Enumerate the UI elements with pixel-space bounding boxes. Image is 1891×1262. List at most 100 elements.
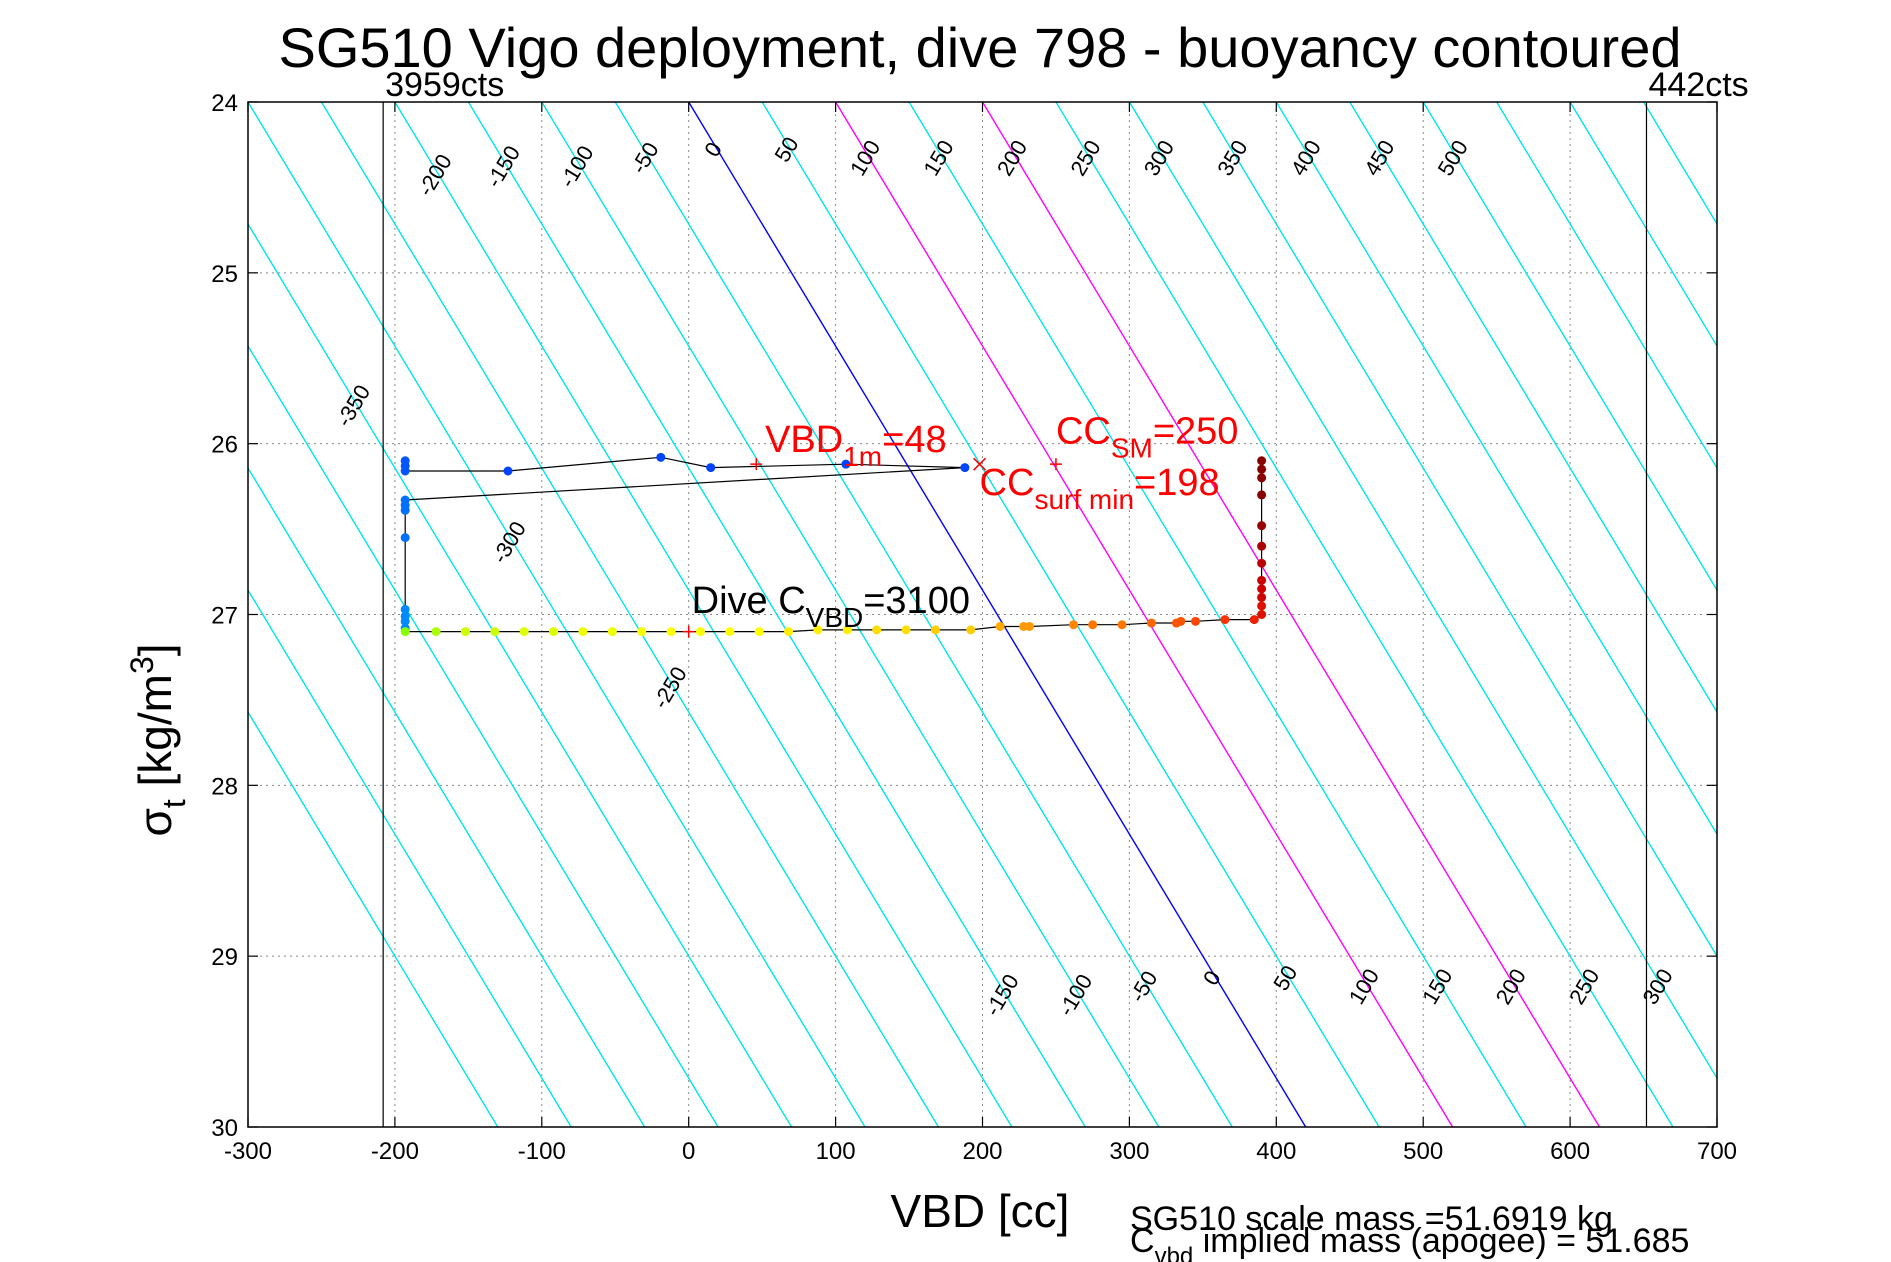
reference-markers (682, 457, 1062, 638)
plus-marker (682, 625, 695, 638)
annotation: CCSM=250 (1056, 411, 1238, 464)
contour-line (1569, 102, 1717, 348)
trajectory-point (1257, 521, 1267, 531)
trajectory-point (1176, 616, 1186, 626)
footer-implied-sub: vbd (1155, 1243, 1194, 1262)
contour-line (320, 102, 940, 1127)
x-tick-label: 200 (962, 1138, 1002, 1165)
y-tick-label: 28 (211, 773, 238, 800)
annotation-value: =3100 (863, 580, 970, 622)
contour-line (248, 710, 499, 1127)
y-axis-label-text: σt [kg/m3] (124, 643, 192, 836)
trajectory-point (490, 627, 500, 637)
annotation-sub: SM (1111, 433, 1153, 464)
trajectory-point (400, 616, 410, 626)
contour-line (761, 102, 1380, 1127)
y-tick-label: 30 (211, 1115, 238, 1142)
annotation-main: CC (980, 462, 1035, 504)
trajectory-point (519, 627, 529, 637)
contour-line (541, 102, 1160, 1127)
footer-scale-mass: SG510 scale mass =51.6919 kg (1130, 1200, 1613, 1238)
trajectory-point (656, 452, 666, 462)
vbd-limit-lines: 3959cts 442cts (382, 66, 1749, 1127)
footer-implied-c: C (1130, 1222, 1155, 1260)
trajectory-point (1257, 592, 1267, 602)
trajectory-point (666, 627, 676, 637)
trajectory-point (1257, 541, 1267, 551)
trajectory-point (1117, 620, 1127, 630)
plus-marker (1049, 458, 1062, 471)
trajectory-point (1191, 616, 1201, 626)
annotation-value: =250 (1153, 411, 1239, 453)
trajectory-point (400, 466, 410, 476)
x-tick-label: -200 (371, 1138, 419, 1165)
contour-line (467, 102, 1086, 1127)
trajectory-point (1069, 620, 1079, 630)
contour-line (688, 102, 1307, 1127)
annotation-main: Dive C (692, 580, 806, 622)
vbd-limit-label: 3959cts (385, 66, 504, 104)
annotation-sub: VBD (806, 602, 864, 633)
trajectory-point (1257, 610, 1267, 619)
trajectory-point (400, 505, 410, 515)
trajectory-point (872, 625, 882, 635)
trajectory-point (400, 533, 410, 543)
x-tick-label: 700 (1697, 1138, 1737, 1165)
trajectory-point (549, 627, 559, 637)
x-marker (973, 457, 987, 471)
trajectory-point (706, 463, 716, 473)
y-tick-label: 25 (211, 261, 238, 288)
annotation: Dive CVBD=3100 (692, 580, 970, 633)
contour-line (1275, 102, 1717, 836)
annotation-value: =198 (1134, 462, 1220, 504)
contour-line (1349, 102, 1717, 714)
x-tick-label: 0 (682, 1138, 695, 1165)
trajectory-point (966, 625, 976, 635)
trajectory-point (1257, 601, 1267, 611)
x-tick-label: 500 (1403, 1138, 1443, 1165)
trajectory-point (431, 627, 441, 637)
y-axis-label-close: ] (129, 643, 181, 656)
trajectory-point (1257, 473, 1267, 483)
trajectory-point (754, 627, 764, 637)
x-tick-label: 400 (1256, 1138, 1296, 1165)
annotation: CCsurf min=198 (980, 462, 1220, 515)
contour-line (1128, 102, 1717, 1080)
vbd-limit-label: 442cts (1648, 66, 1748, 104)
annotation-value: =48 (882, 419, 946, 461)
trajectory-point (841, 459, 851, 469)
trajectory-point (901, 625, 911, 635)
trajectory-point (1257, 558, 1267, 568)
y-tick-label: 29 (211, 944, 238, 971)
x-tick-label: 100 (816, 1138, 856, 1165)
contour-line (908, 102, 1527, 1127)
dive-trajectory (400, 452, 1267, 637)
y-tick-label: 26 (211, 432, 238, 459)
annotation-main: CC (1056, 411, 1111, 453)
contour-line (835, 102, 1454, 1127)
chart-title: SG510 Vigo deployment, dive 798 - buoyan… (278, 16, 1681, 79)
contour-line (981, 102, 1601, 1127)
y-axis-label-sup: 3 (124, 656, 160, 674)
annotation-sub: 1m (843, 441, 882, 472)
x-axis-ticks: -300 -200 -100 0 100 200 300 400 500 600 700 (224, 102, 1737, 1165)
trajectory-point (960, 463, 970, 473)
trajectory-point (1088, 620, 1098, 630)
contour-line (614, 102, 1233, 1127)
trajectory-point (400, 604, 410, 614)
x-tick-label: -100 (518, 1138, 566, 1165)
x-tick-label: 600 (1550, 1138, 1590, 1165)
x-tick-label: -300 (224, 1138, 272, 1165)
trajectory-point (842, 625, 852, 635)
trajectory-point (1257, 456, 1267, 466)
x-axis-label: VBD [cc] (891, 1185, 1070, 1237)
trajectory-point (503, 466, 513, 476)
trajectory-point (813, 625, 823, 635)
contour-line (1496, 102, 1717, 470)
y-axis-label: σt [kg/m3] (124, 643, 192, 836)
trajectory-point (578, 627, 588, 637)
trajectory-point (1025, 621, 1035, 631)
